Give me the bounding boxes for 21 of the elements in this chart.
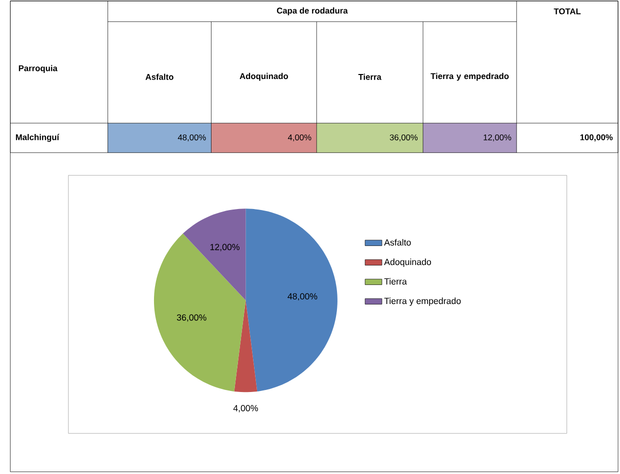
text: TOTAL	[554, 8, 581, 14]
text: Parroquia	[18, 65, 58, 73]
text: 4,00%	[288, 134, 312, 142]
data-label: 4,00%	[233, 405, 258, 412]
category-label: Tierra y empedrado	[430, 73, 509, 81]
text: 48,00%	[178, 134, 206, 142]
legend-label: Tierra	[384, 278, 407, 285]
text: 100,00%	[580, 134, 613, 142]
legend-label: Adoquinado	[384, 258, 432, 267]
data-label: 12,00%	[210, 244, 240, 252]
category-label: Tierra	[358, 74, 382, 80]
legend-label: Asfalto	[384, 239, 411, 246]
text: Malchinguí	[16, 134, 60, 142]
category-label: Asfalto	[146, 74, 174, 80]
data-label: 36,00%	[176, 314, 206, 322]
text: 12,00%	[484, 134, 512, 142]
category-label: Adoquinado	[240, 73, 288, 81]
legend-label: Tierra y empedrado	[384, 298, 461, 306]
data-label: 48,00%	[288, 293, 318, 301]
text: 36,00%	[390, 134, 418, 142]
text: Capa de rodadura	[276, 8, 348, 16]
